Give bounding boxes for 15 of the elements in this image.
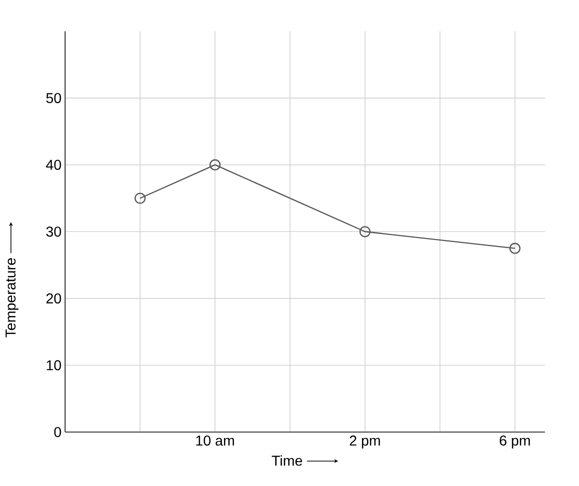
point	[359, 226, 371, 238]
y-axis-title: Temperature	[6, 258, 18, 338]
y-tick-label: 10	[46, 360, 62, 370]
y-tick-label: 40	[46, 160, 62, 170]
point	[134, 192, 146, 204]
x-axis-title: Time	[272, 455, 302, 466]
y-tick-label: 0	[54, 427, 62, 438]
point	[509, 242, 520, 254]
y-tick-label: 30	[46, 226, 62, 237]
y-tick-label: 20	[46, 293, 62, 304]
x-tick-label: 2 pm	[350, 436, 380, 449]
x-tick-label: 6 pm	[500, 436, 530, 449]
point	[210, 159, 221, 170]
x-tick-label: 10 am	[196, 436, 234, 446]
y-tick-label: 50	[46, 93, 62, 104]
